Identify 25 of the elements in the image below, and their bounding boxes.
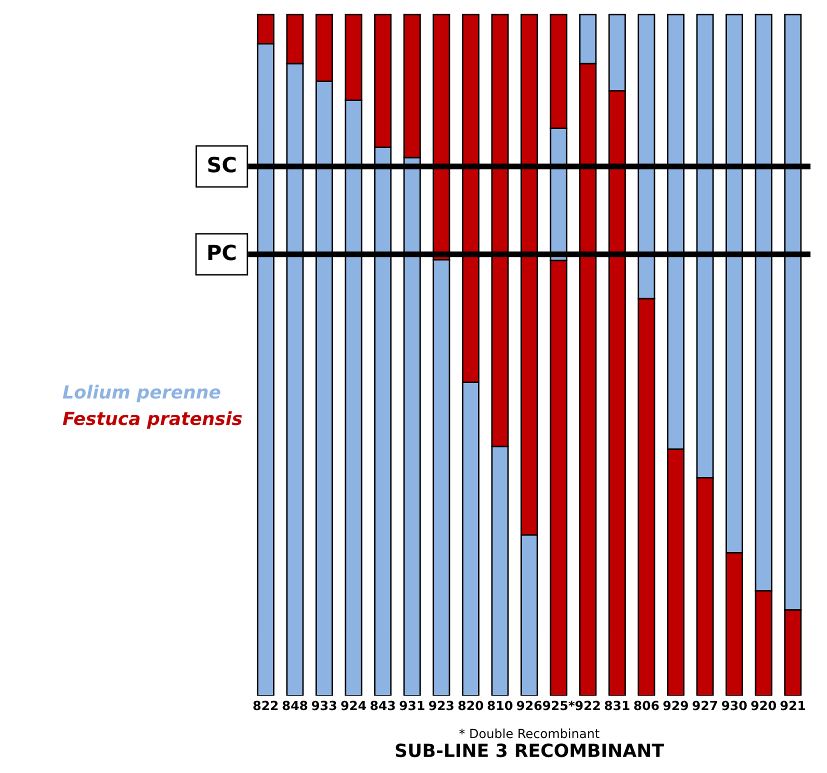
- x-tick-label: 922: [575, 700, 600, 710]
- ref-line-label: SC: [208, 156, 236, 172]
- x-tick-label: 810: [488, 700, 512, 710]
- ref-line-label: PC: [208, 244, 236, 260]
- x-tick-label: 920: [751, 700, 776, 710]
- x-tick-label: 933: [312, 700, 336, 710]
- x-tick-label: 843: [370, 700, 395, 710]
- x-tick-label: 926: [516, 700, 542, 710]
- x-tick-label: 848: [282, 700, 308, 710]
- x-tick-label: 925*: [542, 700, 575, 710]
- text: Festuca pratensis: [62, 411, 242, 429]
- x-tick-label: 806: [634, 700, 659, 710]
- x-axis-title: SUB-LINE 3 RECOMBINANT: [396, 744, 664, 758]
- x-tick-label: 929: [663, 700, 688, 710]
- x-tick-label: 923: [429, 700, 454, 710]
- x-tick-label: 831: [604, 700, 630, 710]
- text: Lolium perenne: [62, 384, 220, 402]
- x-tick-label: 921: [780, 700, 806, 710]
- x-tick-label: 931: [400, 700, 424, 710]
- x-tick-label: 930: [722, 700, 747, 710]
- text: * Double Recombinant: [459, 728, 600, 738]
- x-tick-label: 820: [458, 700, 484, 710]
- x-tick-label: 822: [253, 700, 278, 710]
- x-tick-label: 924: [341, 700, 366, 710]
- x-tick-label: 927: [692, 700, 718, 710]
